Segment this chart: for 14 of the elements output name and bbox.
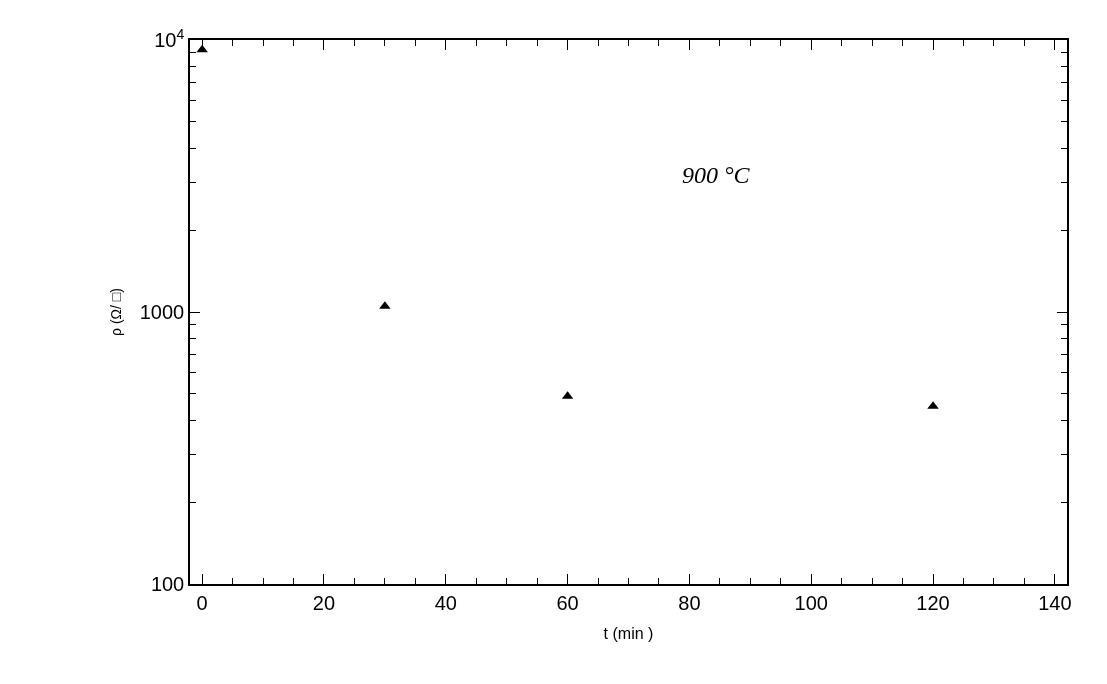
x-axis-title: t (min )	[603, 624, 654, 642]
x-tick-label: 60	[556, 591, 579, 614]
x-tick-label: 80	[678, 591, 701, 614]
x-tick-label: 100	[794, 591, 828, 614]
x-tick-label: 120	[916, 591, 950, 614]
y-tick-label: 1000	[139, 301, 185, 323]
x-tick-label: 20	[312, 591, 336, 614]
y-tick-label: 100	[150, 573, 185, 595]
x-tick-label: 140	[1038, 591, 1072, 614]
y-tick-label: 10$^{4}$	[154, 25, 185, 51]
x-tick-label: 40	[434, 591, 457, 614]
annotation: 900 °C	[682, 162, 751, 188]
x-tick-label: 0	[196, 591, 208, 614]
y-axis-title: ρ (Ω/ □)	[107, 288, 124, 336]
